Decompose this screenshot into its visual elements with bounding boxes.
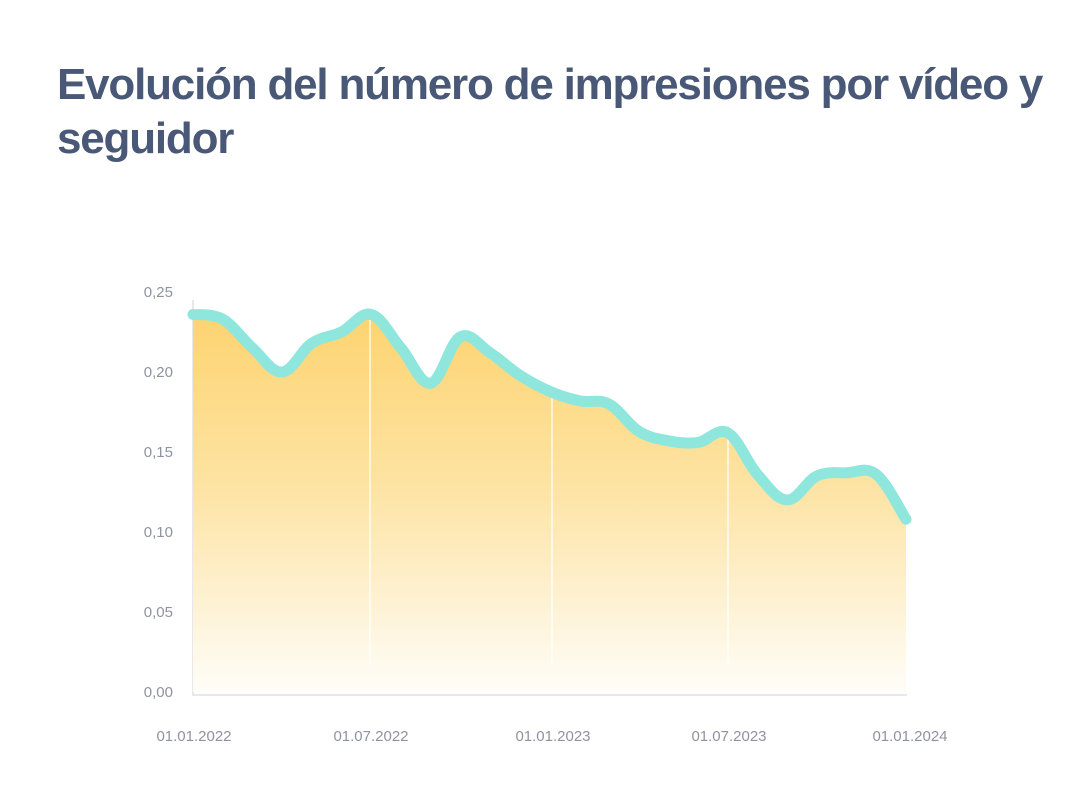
y-tick-label: 0,00 — [144, 684, 173, 701]
y-axis: 0,00 0,05 0,10 0,15 0,20 0,25 — [144, 284, 194, 701]
x-tick-label: 01.01.2023 — [515, 728, 590, 745]
vertical-gridlines — [369, 320, 729, 665]
x-tick-label: 01.01.2024 — [872, 728, 947, 745]
x-tick-label: 01.07.2023 — [691, 728, 766, 745]
area-fill — [193, 314, 906, 692]
data-line — [187, 308, 912, 525]
x-tick-label: 01.01.2022 — [156, 728, 231, 745]
x-tick-label: 01.07.2022 — [333, 728, 408, 745]
y-tick-label: 0,15 — [144, 444, 173, 461]
y-tick-label: 0,10 — [144, 524, 173, 541]
y-tick-label: 0,05 — [144, 604, 173, 621]
y-tick-label: 0,25 — [144, 284, 173, 301]
y-tick-label: 0,20 — [144, 364, 173, 381]
chart-title: Evolución del número de impresiones por … — [57, 60, 1043, 163]
x-axis: 01.01.2022 01.07.2022 01.01.2023 01.07.2023… — [156, 694, 948, 745]
